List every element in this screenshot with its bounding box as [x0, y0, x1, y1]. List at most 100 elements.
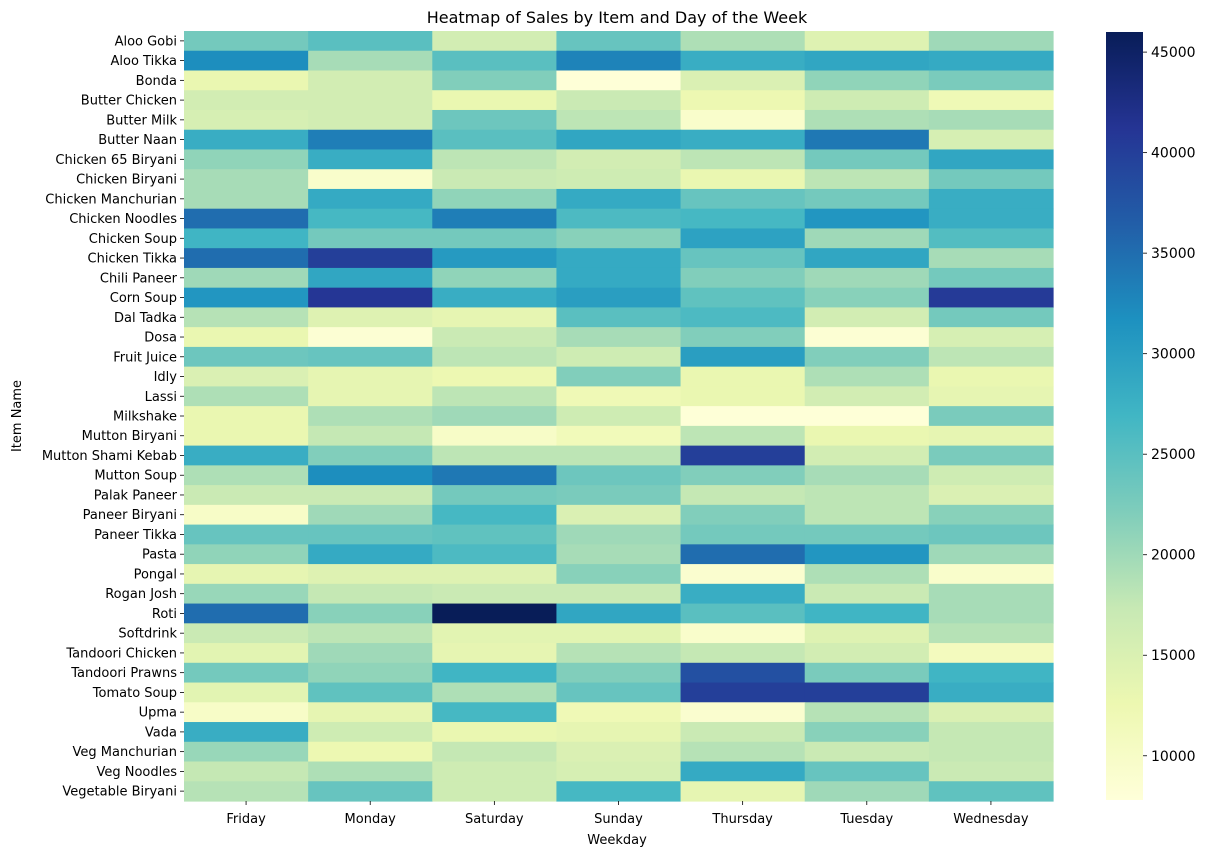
y-tick-labels: Aloo Gobi Aloo Tikka Bonda Butter Chicken Bu…	[42, 34, 184, 800]
heatmap-cell	[308, 327, 433, 348]
y-tick-label: Veg Manchurian	[73, 745, 177, 760]
heatmap-cell	[308, 741, 433, 763]
heatmap-cells	[184, 31, 1054, 802]
heatmap-cell	[680, 524, 806, 545]
heatmap-cell	[928, 485, 1054, 506]
heatmap-cell	[680, 662, 806, 684]
heatmap-cell	[804, 327, 930, 348]
heatmap-cell	[308, 445, 433, 466]
heatmap-cell	[432, 425, 558, 447]
heatmap-cell	[804, 188, 930, 210]
heatmap-cell	[680, 445, 806, 466]
heatmap-cell	[308, 761, 433, 782]
y-tick-label: Aloo Tikka	[111, 54, 178, 69]
heatmap-cell	[556, 267, 682, 289]
heatmap-cell	[184, 406, 309, 427]
heatmap-cell	[184, 662, 309, 684]
heatmap-cell	[432, 741, 558, 763]
colorbar-tick-label: 35000	[1151, 246, 1196, 262]
heatmap-cell	[556, 169, 682, 190]
heatmap-cell	[184, 70, 309, 91]
heatmap-cell	[432, 307, 558, 328]
heatmap-cell	[308, 31, 433, 52]
heatmap-cell	[556, 149, 682, 170]
heatmap-cell	[184, 90, 309, 111]
heatmap-cell	[804, 603, 930, 624]
x-tick-label: Friday	[226, 812, 266, 827]
heatmap-cell	[804, 208, 930, 230]
heatmap-cell	[804, 504, 930, 526]
y-tick-label: Idly	[154, 370, 178, 385]
heatmap-cell	[804, 623, 930, 644]
y-tick-label: Fruit Juice	[113, 350, 177, 365]
y-tick-label: Roti	[152, 607, 177, 622]
heatmap-cell	[308, 722, 433, 743]
colorbar-tick-label: 25000	[1151, 447, 1196, 463]
heatmap-cell	[432, 406, 558, 427]
heatmap-cell	[308, 228, 433, 249]
heatmap-cell	[556, 781, 682, 802]
heatmap-cell	[184, 761, 309, 782]
heatmap-cell	[184, 287, 309, 309]
heatmap-cell	[556, 722, 682, 743]
heatmap-cell	[680, 386, 806, 407]
heatmap-cell	[432, 386, 558, 407]
heatmap-cell	[928, 702, 1054, 723]
heatmap-cell	[680, 90, 806, 111]
heatmap-cell	[928, 70, 1054, 91]
heatmap-cell	[432, 90, 558, 111]
heatmap-cell	[928, 781, 1054, 802]
heatmap-cell	[432, 564, 558, 585]
x-tick-label: Tuesday	[839, 812, 893, 827]
heatmap-cell	[432, 208, 558, 230]
heatmap-cell	[184, 702, 309, 723]
heatmap-cell	[308, 583, 433, 605]
heatmap-cell	[308, 366, 433, 387]
heatmap-cell	[556, 702, 682, 723]
x-axis-label: Weekday	[587, 833, 647, 848]
heatmap-cell	[432, 327, 558, 348]
heatmap-cell	[928, 346, 1054, 368]
heatmap-cell	[184, 267, 309, 289]
heatmap-cell	[804, 465, 930, 486]
y-tick-label: Upma	[139, 706, 177, 721]
heatmap-cell	[556, 50, 682, 72]
heatmap-cell	[680, 722, 806, 743]
heatmap-cell	[308, 643, 433, 664]
y-tick-label: Mutton Soup	[94, 469, 177, 484]
heatmap-cell	[556, 544, 682, 565]
heatmap-cell	[928, 169, 1054, 190]
heatmap-cell	[556, 287, 682, 309]
heatmap-cell	[804, 662, 930, 684]
heatmap-cell	[184, 169, 309, 190]
y-tick-label: Chili Paneer	[100, 271, 178, 286]
heatmap-cell	[804, 741, 930, 763]
heatmap-cell	[556, 327, 682, 348]
heatmap-cell	[556, 465, 682, 486]
heatmap-cell	[432, 643, 558, 664]
heatmap-cell	[308, 307, 433, 328]
heatmap-cell	[308, 50, 433, 72]
heatmap-cell	[680, 761, 806, 782]
heatmap-cell	[432, 346, 558, 368]
heatmap-cell	[556, 406, 682, 427]
heatmap-cell	[804, 485, 930, 506]
heatmap-cell	[680, 682, 806, 703]
heatmap-cell	[432, 31, 558, 52]
heatmap-cell	[804, 643, 930, 664]
heatmap-cell	[432, 583, 558, 605]
heatmap-cell	[680, 406, 806, 427]
heatmap-cell	[432, 504, 558, 526]
heatmap-cell	[184, 129, 309, 151]
heatmap-cell	[308, 208, 433, 230]
y-tick-label: Tomato Soup	[92, 686, 177, 701]
y-tick-label: Chicken Manchurian	[45, 192, 177, 207]
y-tick-label: Veg Noodles	[96, 765, 177, 780]
y-tick-label: Corn Soup	[110, 291, 177, 306]
heatmap-cell	[928, 741, 1054, 763]
y-tick-label: Butter Chicken	[81, 94, 177, 109]
heatmap-cell	[680, 50, 806, 72]
heatmap-cell	[432, 623, 558, 644]
heatmap-cell	[184, 327, 309, 348]
